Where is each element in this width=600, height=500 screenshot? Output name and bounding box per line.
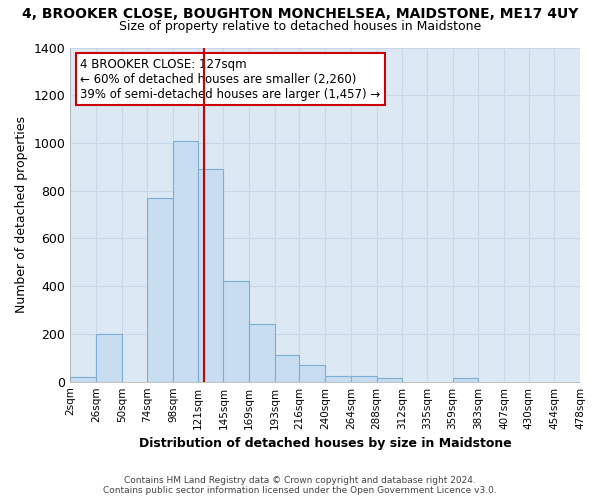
Bar bbox=[377, 378, 402, 382]
Bar bbox=[452, 378, 478, 382]
Bar bbox=[148, 198, 173, 382]
Bar bbox=[351, 376, 377, 382]
Text: 4, BROOKER CLOSE, BOUGHTON MONCHELSEA, MAIDSTONE, ME17 4UY: 4, BROOKER CLOSE, BOUGHTON MONCHELSEA, M… bbox=[22, 8, 578, 22]
Bar bbox=[223, 282, 249, 382]
Text: 4 BROOKER CLOSE: 127sqm
← 60% of detached houses are smaller (2,260)
39% of semi: 4 BROOKER CLOSE: 127sqm ← 60% of detache… bbox=[80, 58, 381, 100]
X-axis label: Distribution of detached houses by size in Maidstone: Distribution of detached houses by size … bbox=[139, 437, 512, 450]
Text: Contains HM Land Registry data © Crown copyright and database right 2024.
Contai: Contains HM Land Registry data © Crown c… bbox=[103, 476, 497, 495]
Bar bbox=[325, 376, 351, 382]
Text: Size of property relative to detached houses in Maidstone: Size of property relative to detached ho… bbox=[119, 20, 481, 33]
Y-axis label: Number of detached properties: Number of detached properties bbox=[15, 116, 28, 313]
Bar bbox=[249, 324, 275, 382]
Bar bbox=[70, 377, 96, 382]
Bar bbox=[96, 334, 122, 382]
Bar bbox=[275, 356, 299, 382]
Bar bbox=[299, 365, 325, 382]
Bar bbox=[198, 169, 223, 382]
Bar bbox=[173, 140, 198, 382]
